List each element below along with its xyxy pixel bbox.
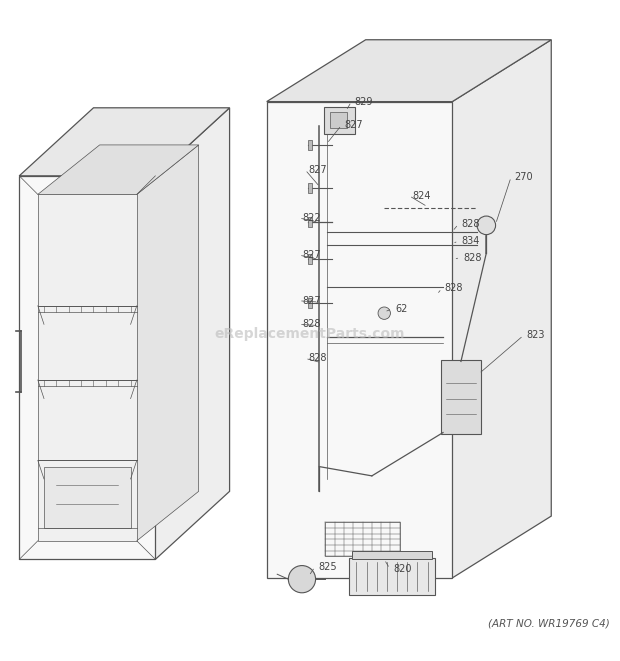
Text: 824: 824: [412, 190, 430, 201]
Polygon shape: [267, 102, 452, 578]
Polygon shape: [44, 467, 131, 528]
Polygon shape: [156, 108, 229, 559]
Circle shape: [288, 566, 316, 593]
Bar: [326, 522, 400, 557]
FancyBboxPatch shape: [349, 558, 435, 595]
Bar: [308, 297, 312, 307]
FancyBboxPatch shape: [324, 106, 355, 134]
Polygon shape: [38, 145, 198, 194]
Text: 827: 827: [345, 120, 363, 130]
Text: 820: 820: [393, 564, 412, 574]
Text: eReplacementParts.com: eReplacementParts.com: [215, 327, 405, 340]
Bar: [352, 551, 432, 559]
Polygon shape: [19, 176, 156, 559]
Text: 828: 828: [461, 219, 480, 229]
FancyBboxPatch shape: [441, 360, 481, 434]
Text: 822: 822: [302, 213, 321, 223]
Polygon shape: [38, 194, 137, 541]
Text: 823: 823: [526, 330, 545, 340]
Polygon shape: [19, 108, 229, 176]
Text: 828: 828: [302, 319, 321, 329]
Text: 834: 834: [461, 236, 480, 246]
Bar: [330, 112, 347, 128]
Circle shape: [378, 307, 391, 319]
Text: 828: 828: [463, 253, 482, 262]
Bar: [308, 217, 312, 227]
Bar: [308, 183, 312, 193]
Text: 828: 828: [445, 284, 463, 293]
Circle shape: [477, 216, 495, 235]
Text: 829: 829: [355, 97, 373, 106]
Polygon shape: [452, 40, 551, 578]
Text: 828: 828: [308, 354, 327, 364]
Text: 270: 270: [514, 172, 533, 182]
Text: 827: 827: [302, 250, 321, 260]
Polygon shape: [267, 40, 551, 102]
Polygon shape: [137, 145, 198, 541]
Bar: [308, 140, 312, 150]
Text: 62: 62: [396, 304, 408, 314]
Bar: [308, 254, 312, 264]
Text: (ART NO. WR19769 C4): (ART NO. WR19769 C4): [489, 619, 610, 629]
Text: 827: 827: [308, 165, 327, 175]
Text: 827: 827: [302, 296, 321, 306]
Text: 825: 825: [318, 562, 337, 572]
